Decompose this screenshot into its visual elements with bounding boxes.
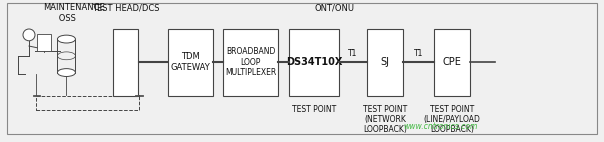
Bar (168, 29, 213, 96)
Text: T1: T1 (414, 49, 423, 58)
Ellipse shape (57, 35, 76, 43)
Bar (434, 29, 470, 96)
Bar (135, 95, 143, 96)
Text: DS34T10X: DS34T10X (286, 57, 342, 67)
Text: TEST POINT: TEST POINT (292, 105, 336, 114)
Text: www.cntronics.com: www.cntronics.com (403, 123, 478, 131)
Bar (367, 29, 403, 96)
Bar (289, 29, 339, 96)
Text: T1: T1 (348, 49, 358, 58)
Text: ONT/ONU: ONT/ONU (314, 4, 354, 12)
Text: TEST POINT
(LINE/PAYLOAD
LOOPBACK): TEST POINT (LINE/PAYLOAD LOOPBACK) (423, 105, 480, 134)
Ellipse shape (57, 69, 76, 77)
Bar (113, 29, 138, 96)
Text: TEST POINT
(NETWORK
LOOPBACK): TEST POINT (NETWORK LOOPBACK) (363, 105, 408, 134)
Text: BROADBAND
LOOP
MULTIPLEXER: BROADBAND LOOP MULTIPLEXER (225, 47, 276, 77)
Bar (223, 29, 278, 96)
Ellipse shape (23, 29, 35, 41)
Text: TDM
GATEWAY: TDM GATEWAY (170, 52, 210, 72)
Text: MAINTENANCE
      OSS: MAINTENANCE OSS (43, 4, 105, 23)
Bar (33, 95, 40, 96)
Text: SJ: SJ (381, 57, 390, 67)
Text: TEST HEAD/DCS: TEST HEAD/DCS (92, 4, 159, 12)
Text: CPE: CPE (442, 57, 461, 67)
Bar (37, 34, 51, 51)
